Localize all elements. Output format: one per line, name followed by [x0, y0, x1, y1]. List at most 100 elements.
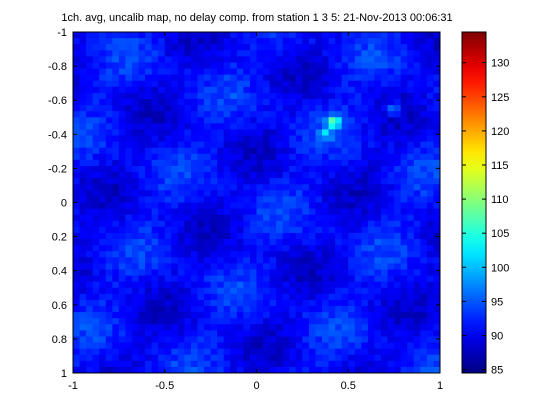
heatmap-cell [426, 202, 434, 210]
heatmap-cell [184, 165, 192, 173]
heatmap-cell [341, 366, 349, 374]
heatmap-cell [105, 360, 113, 368]
heatmap-cell [315, 366, 323, 374]
heatmap-cell [249, 257, 257, 264]
heatmap-cell [73, 269, 81, 277]
heatmap-cell [249, 287, 257, 295]
heatmap-cell [79, 360, 87, 368]
heatmap-cell [230, 275, 238, 283]
heatmap-cell [263, 184, 271, 191]
heatmap-cell [223, 366, 231, 374]
heatmap-cell [420, 312, 428, 319]
heatmap-cell [387, 306, 395, 313]
heatmap-cell [125, 159, 133, 167]
heatmap-cell [269, 275, 277, 283]
heatmap-cell [302, 208, 310, 216]
heatmap-cell [269, 68, 277, 76]
heatmap-cell [354, 348, 362, 356]
heatmap-cell [204, 299, 212, 307]
heatmap-cell [99, 208, 107, 216]
heatmap-cell [197, 257, 205, 264]
heatmap-cell [282, 202, 290, 210]
heatmap-cell [361, 86, 369, 94]
heatmap-cell [243, 44, 251, 51]
heatmap-cell [112, 293, 120, 301]
heatmap-cell [145, 111, 153, 118]
heatmap-cell [118, 287, 126, 295]
heatmap-cell [125, 366, 133, 374]
heatmap-cell [73, 80, 81, 88]
heatmap-cell [177, 141, 185, 149]
heatmap-cell [367, 257, 375, 264]
heatmap-cell [400, 98, 408, 106]
heatmap-cell [217, 98, 225, 106]
heatmap-cell [204, 92, 212, 100]
heatmap-cell [73, 318, 81, 325]
heatmap-cell [184, 80, 192, 88]
heatmap-cell [164, 50, 172, 57]
heatmap-cell [433, 38, 441, 45]
heatmap-cell [256, 56, 264, 63]
heatmap-cell [394, 220, 402, 228]
heatmap-cell [204, 165, 212, 173]
heatmap-cell [374, 330, 382, 337]
heatmap-cell [374, 117, 382, 124]
heatmap-cell [426, 269, 434, 277]
heatmap-cell [118, 348, 126, 356]
heatmap-cell [426, 50, 434, 57]
heatmap-cell [335, 80, 343, 88]
heatmap-cell [79, 324, 87, 331]
heatmap-cell [413, 318, 421, 325]
heatmap-cell [112, 354, 120, 362]
heatmap-cell [118, 251, 126, 258]
heatmap-cell [145, 257, 153, 264]
heatmap-cell [249, 165, 257, 173]
heatmap-cell [105, 56, 113, 63]
heatmap-cell [171, 202, 179, 210]
heatmap-cell [151, 232, 159, 240]
heatmap-cell [308, 232, 316, 240]
heatmap-cell [131, 184, 140, 191]
heatmap-cell [374, 220, 382, 228]
heatmap-cell [387, 111, 395, 118]
heatmap-cell [308, 178, 316, 185]
heatmap-cell [387, 141, 395, 149]
heatmap-cell [315, 354, 323, 362]
heatmap-cell [177, 312, 185, 319]
heatmap-cell [295, 196, 303, 203]
heatmap-cell [217, 190, 225, 197]
heatmap-cell [426, 312, 434, 319]
heatmap-cell [426, 330, 434, 337]
heatmap-cell [256, 324, 264, 331]
heatmap-cell [118, 245, 126, 252]
heatmap-cell [131, 275, 140, 283]
heatmap-cell [125, 293, 133, 301]
heatmap-cell [210, 147, 218, 155]
heatmap-cell [249, 56, 257, 63]
heatmap-cell [282, 178, 290, 185]
heatmap-cell [381, 330, 389, 337]
heatmap-cell [413, 86, 421, 94]
heatmap-cell [230, 50, 238, 57]
heatmap-cell [289, 32, 297, 39]
heatmap-cell [86, 257, 94, 264]
heatmap-cell [125, 184, 133, 191]
heatmap-cell [354, 74, 362, 82]
heatmap-cell [263, 226, 271, 234]
heatmap-cell [171, 281, 179, 289]
heatmap-cell [394, 360, 402, 368]
heatmap-cell [158, 129, 166, 137]
heatmap-cell [413, 366, 421, 374]
heatmap-cell [374, 232, 382, 240]
heatmap-cell [420, 74, 428, 82]
y-tick-label: -0.4 [48, 129, 67, 141]
heatmap-cell [204, 50, 212, 57]
heatmap-cell [125, 324, 133, 331]
heatmap-cell [230, 208, 238, 216]
heatmap-cell [204, 226, 212, 234]
heatmap-cell [217, 348, 225, 356]
heatmap-cell [387, 214, 395, 222]
heatmap-cell [236, 220, 244, 228]
heatmap-cell [348, 147, 356, 155]
heatmap-cell [256, 312, 264, 319]
